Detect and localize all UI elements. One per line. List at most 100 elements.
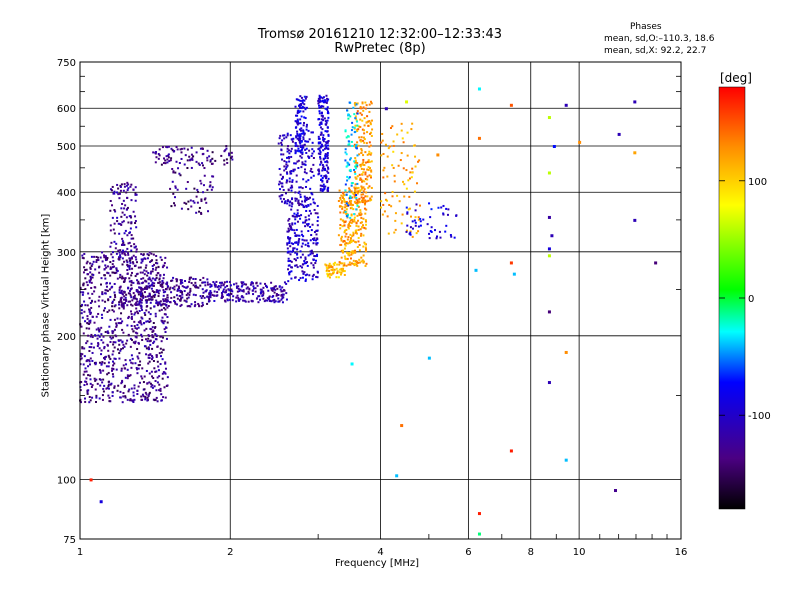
data-point xyxy=(151,384,154,387)
data-point xyxy=(230,151,233,154)
data-point xyxy=(134,186,137,189)
data-point xyxy=(119,317,122,320)
data-point xyxy=(121,302,124,305)
data-point xyxy=(300,132,303,135)
data-point xyxy=(209,294,212,297)
data-point xyxy=(127,242,130,245)
data-point xyxy=(264,299,267,302)
data-point xyxy=(127,390,130,393)
data-point xyxy=(547,310,551,314)
data-point xyxy=(127,183,130,186)
data-point xyxy=(266,299,269,302)
data-point xyxy=(287,260,290,263)
data-point xyxy=(402,141,405,144)
data-point xyxy=(98,361,101,364)
data-point xyxy=(204,197,207,200)
data-point xyxy=(321,185,324,188)
data-point xyxy=(141,398,144,401)
data-point xyxy=(311,278,314,281)
data-point xyxy=(320,131,323,134)
data-point xyxy=(143,291,146,294)
data-point xyxy=(367,166,370,169)
data-point xyxy=(106,330,109,333)
data-point xyxy=(351,121,354,124)
data-point xyxy=(130,387,133,390)
data-point xyxy=(83,370,86,373)
data-point xyxy=(287,227,290,230)
data-point xyxy=(90,333,93,336)
data-point xyxy=(188,293,191,296)
data-point xyxy=(136,372,139,375)
data-point xyxy=(84,380,87,383)
data-point xyxy=(314,212,317,215)
data-point xyxy=(290,155,293,158)
data-point xyxy=(239,288,242,291)
data-point xyxy=(450,235,453,238)
data-point xyxy=(86,359,89,362)
data-point xyxy=(90,385,93,388)
data-point xyxy=(156,290,159,293)
data-point xyxy=(242,281,245,284)
data-point xyxy=(247,290,250,293)
data-point xyxy=(154,293,157,296)
data-point xyxy=(289,245,292,248)
data-point xyxy=(155,389,158,392)
data-point xyxy=(365,200,368,203)
data-point xyxy=(119,256,122,259)
data-point xyxy=(114,247,117,250)
data-point xyxy=(118,192,121,195)
data-point xyxy=(90,286,93,289)
data-point xyxy=(319,157,322,160)
data-point xyxy=(296,98,299,101)
data-point xyxy=(122,307,125,310)
data-point xyxy=(307,179,310,182)
data-point xyxy=(113,190,116,193)
data-point xyxy=(338,271,341,274)
data-point xyxy=(111,256,114,259)
data-point xyxy=(291,223,294,226)
data-point xyxy=(285,161,288,164)
data-point xyxy=(134,215,137,218)
data-point xyxy=(112,228,115,231)
data-point xyxy=(418,159,421,162)
data-point xyxy=(297,200,300,203)
data-point xyxy=(337,276,340,279)
data-point xyxy=(305,205,308,208)
data-point xyxy=(179,291,182,294)
data-point xyxy=(80,305,83,308)
data-point xyxy=(305,151,308,154)
data-point xyxy=(89,335,92,338)
data-point xyxy=(357,201,360,204)
data-point xyxy=(196,201,199,204)
data-point xyxy=(236,294,239,297)
data-point xyxy=(303,103,306,106)
data-point xyxy=(103,347,106,350)
data-point xyxy=(109,274,112,277)
data-point xyxy=(200,182,203,185)
data-point xyxy=(208,185,211,188)
data-point xyxy=(355,145,358,148)
data-point xyxy=(150,328,153,331)
data-point xyxy=(291,186,294,189)
data-point xyxy=(281,286,284,289)
data-point xyxy=(342,197,345,200)
data-point xyxy=(349,233,352,236)
data-point xyxy=(141,335,144,338)
data-point xyxy=(122,392,125,395)
data-point xyxy=(161,283,164,286)
data-point xyxy=(114,357,117,360)
data-point xyxy=(300,166,303,169)
data-point xyxy=(291,214,294,217)
data-point xyxy=(352,232,355,235)
data-point xyxy=(347,224,350,227)
data-point xyxy=(122,250,125,253)
data-point xyxy=(311,148,314,151)
data-point xyxy=(134,222,137,225)
data-point xyxy=(362,224,365,227)
data-point xyxy=(156,262,159,265)
data-point xyxy=(352,208,355,211)
data-point xyxy=(148,347,151,350)
data-point xyxy=(87,273,90,276)
data-point xyxy=(294,197,297,200)
data-point xyxy=(100,277,103,280)
